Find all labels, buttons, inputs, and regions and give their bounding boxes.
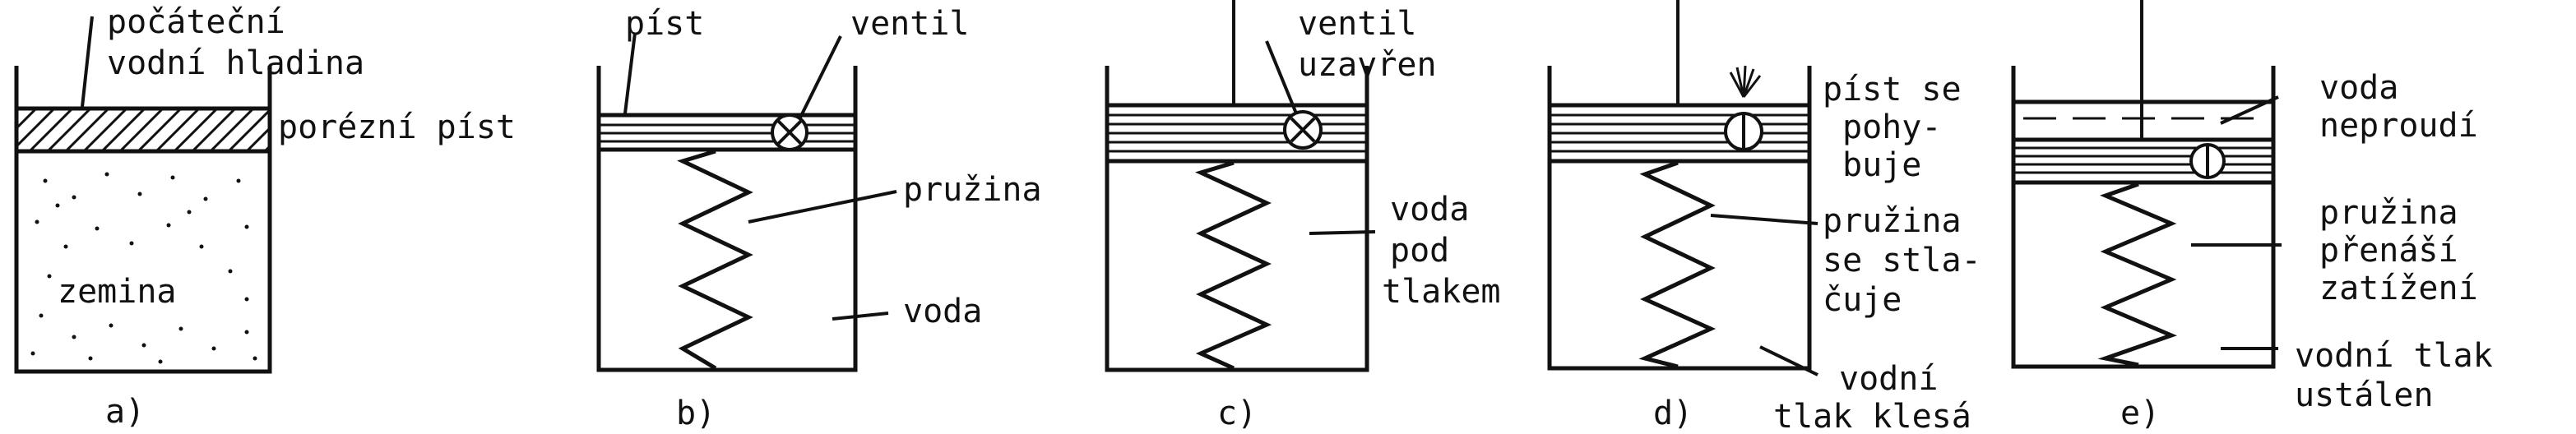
label-valve-b: ventil (850, 5, 970, 43)
spring-e (2097, 182, 2177, 367)
water-level-pointer-a (81, 16, 94, 108)
piston-c (1107, 103, 1367, 164)
label-water-e1: voda (2319, 69, 2398, 107)
valve-open-icon (771, 113, 808, 151)
label-spring-e2: přenáší (2319, 232, 2458, 270)
spring-b (677, 149, 753, 371)
label-pressure-e1: vodní tlak (2295, 337, 2493, 375)
label-piston-b: píst (625, 5, 704, 43)
label-spring-d1: pružina (1823, 202, 1962, 240)
pressure-pointer-d (1759, 345, 1818, 376)
label-valve-c1: ventil (1298, 5, 1417, 43)
label-water-c2: pod (1390, 232, 1449, 270)
panel-a: počáteční vodní hladina porézní píst zem… (14, 3, 516, 431)
label-water-b: voda (903, 293, 982, 330)
valve-open-flow-icon (1724, 112, 1763, 151)
valve-pointer-b (798, 35, 842, 120)
water-pointer-b (832, 312, 889, 321)
caption-e: e) (2120, 395, 2160, 432)
label-spring-b: pružina (903, 171, 1042, 209)
label-valve-c2: uzavřen (1298, 46, 1437, 84)
spring-d-compressed (1638, 160, 1717, 369)
container-a (14, 66, 272, 374)
water-jet-icon (1729, 65, 1762, 98)
label-spring-d3: čuje (1823, 281, 1902, 319)
label-piston-d1: píst se (1823, 71, 1962, 108)
label-spring-e3: zatížení (2319, 270, 2478, 307)
label-soil: zemina (58, 273, 177, 311)
label-piston-d2: pohy- (1842, 108, 1941, 146)
panel-e: voda neproudí pružina přenáší zatížení v… (2011, 0, 2493, 432)
label-water-e2: neproudí (2319, 107, 2478, 145)
valve-closed-icon (1283, 110, 1323, 150)
spring-pointer-b (748, 190, 897, 224)
spring-c (1194, 160, 1272, 371)
caption-c: c) (1217, 395, 1257, 432)
caption-b: b) (676, 395, 716, 432)
panel-d: píst se pohy- buje pružina se stla- čuje… (1547, 0, 1981, 434)
label-spring-d2: se stla- (1823, 242, 1981, 279)
valve-pointer-c (1265, 40, 1298, 114)
piston-b (599, 113, 855, 152)
label-water-level-a1: počáteční (107, 3, 285, 41)
container-b (596, 66, 858, 372)
label-water-c3: tlakem (1382, 273, 1501, 311)
soil-dots-a (30, 172, 257, 364)
panel-b: píst ventil pružina voda b) (596, 5, 1042, 432)
label-water-level-a2: vodní hladina (107, 44, 364, 82)
container-c (1105, 66, 1369, 372)
water-pointer-e (2220, 95, 2279, 125)
piston-pointer-b (623, 32, 637, 114)
porous-piston-a (14, 106, 272, 154)
label-pressure-e2: ustálen (2295, 376, 2434, 414)
container-d (1547, 66, 1812, 371)
valve-open-icon (2189, 143, 2226, 179)
container-e (2011, 66, 2276, 369)
piston-d (1550, 103, 1809, 164)
panel-c: ventil uzavřen voda pod tlakem c) (1105, 0, 1501, 432)
label-piston-d3: buje (1842, 146, 1921, 184)
caption-d: d) (1653, 395, 1693, 432)
label-spring-e1: pružina (2319, 194, 2458, 232)
caption-a: a) (105, 393, 145, 431)
spring-pointer-d (1710, 214, 1818, 225)
water-pointer-c (1309, 230, 1376, 235)
label-pressure-d1: vodní (1839, 360, 1938, 398)
label-water-c1: voda (1390, 191, 1469, 229)
piston-e (2013, 137, 2273, 185)
label-porous-piston: porézní píst (278, 108, 516, 146)
label-pressure-d2: tlak klesá (1773, 398, 1971, 434)
